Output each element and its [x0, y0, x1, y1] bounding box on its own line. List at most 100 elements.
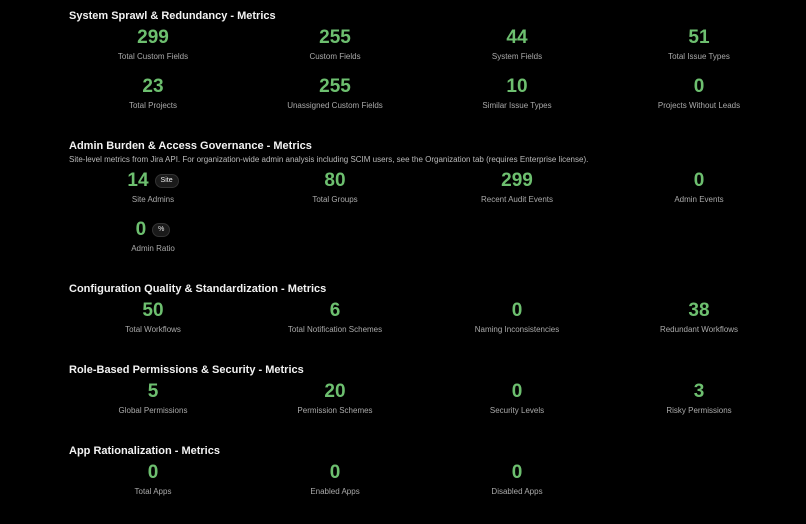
metrics-section: App Rationalization - Metrics 0 Total Apps…: [0, 443, 806, 510]
metrics-grid: 0 Total Apps 0 Enabled Apps 0 Disabled Apps: [62, 461, 806, 510]
metric-value: 0: [511, 381, 523, 402]
metric-value: 0: [135, 219, 147, 240]
metrics-section: Role-Based Permissions & Security - Metr…: [0, 362, 806, 429]
metrics-grid: 14 Site Site Admins 80 Total Groups 299 Recent…: [62, 169, 806, 267]
metric-label: Total Workflows: [125, 325, 181, 334]
metric-value: 3: [693, 381, 705, 402]
metric-value: 50: [142, 300, 164, 321]
metric-card: 255 Unassigned Custom Fields: [244, 75, 426, 124]
metric-value-wrap: 44: [506, 26, 527, 50]
metric-card: 44 System Fields: [426, 26, 608, 75]
section-title: App Rationalization - Metrics: [69, 445, 220, 457]
metric-card: 0 Projects Without Leads: [608, 75, 790, 124]
metric-label: Disabled Apps: [491, 487, 543, 496]
metric-label: Naming Inconsistencies: [474, 325, 560, 334]
metric-card: 3 Risky Permissions: [608, 380, 790, 429]
metric-label: Admin Ratio: [131, 244, 175, 253]
metric-badge: %: [152, 223, 171, 237]
metric-card: 38 Redundant Workflows: [608, 299, 790, 348]
metric-label: Total Projects: [128, 101, 178, 110]
metric-value: 299: [501, 170, 533, 191]
metric-label: Total Apps: [134, 487, 172, 496]
section-description: Site-level metrics from Jira API. For or…: [69, 155, 589, 164]
metric-value: 0: [147, 462, 159, 483]
metric-value: 51: [688, 27, 710, 48]
metric-badge: Site: [154, 174, 179, 188]
metrics-grid: 5 Global Permissions 20 Permission Schemes 0…: [62, 380, 806, 429]
metric-value-wrap: 51: [688, 26, 709, 50]
metrics-section: Configuration Quality & Standardization …: [0, 281, 806, 348]
metric-label: Security Levels: [489, 406, 545, 415]
metric-value: 255: [319, 76, 351, 97]
metric-card: 50 Total Workflows: [62, 299, 244, 348]
metric-card: 0 Admin Events: [608, 169, 790, 218]
section-title: Role-Based Permissions & Security - Metr…: [69, 364, 304, 376]
metric-value: 23: [142, 76, 164, 97]
section-title: Configuration Quality & Standardization …: [69, 283, 327, 295]
metric-card: 0 Naming Inconsistencies: [426, 299, 608, 348]
metric-card: 299 Total Custom Fields: [62, 26, 244, 75]
metric-value: 10: [506, 76, 528, 97]
metric-card: 51 Total Issue Types: [608, 26, 790, 75]
metric-label: Total Custom Fields: [117, 52, 189, 61]
metric-card: 20 Permission Schemes: [244, 380, 426, 429]
metric-card: 23 Total Projects: [62, 75, 244, 124]
metric-card: 0% Admin Ratio: [62, 218, 244, 267]
metric-value-wrap: 23: [142, 75, 163, 99]
metric-value: 80: [324, 170, 346, 191]
metric-value-wrap: 0: [694, 169, 705, 193]
metric-label: Recent Audit Events: [480, 195, 554, 204]
metric-value-wrap: 0%: [136, 218, 171, 242]
metric-value-wrap: 299: [137, 26, 169, 50]
metric-value: 0: [693, 76, 705, 97]
metric-value: 20: [324, 381, 346, 402]
metric-value: 299: [137, 27, 169, 48]
metric-value-wrap: 14 Site: [127, 169, 179, 193]
metric-card: 5 Global Permissions: [62, 380, 244, 429]
metric-value: 255: [319, 27, 351, 48]
metric-value-wrap: 0: [148, 461, 159, 485]
metric-card: 255 Custom Fields: [244, 26, 426, 75]
metric-label: Custom Fields: [309, 52, 361, 61]
metric-label: Site Admins: [131, 195, 175, 204]
metrics-grid: 299 Total Custom Fields 255 Custom Fields 44…: [62, 26, 806, 124]
metric-label: Total Issue Types: [668, 52, 730, 61]
metric-card: 14 Site Site Admins: [62, 169, 244, 218]
metric-value-wrap: 6: [330, 299, 341, 323]
metrics-grid: 50 Total Workflows 6 Total Notification Sch…: [62, 299, 806, 348]
metric-value-wrap: 255: [319, 75, 351, 99]
metric-label: Admin Events: [674, 195, 724, 204]
metric-value-wrap: 80: [324, 169, 345, 193]
metric-label: Redundant Workflows: [659, 325, 739, 334]
metric-label: Enabled Apps: [310, 487, 360, 496]
metric-value-wrap: 50: [142, 299, 163, 323]
metric-label: System Fields: [491, 52, 543, 61]
metric-value: 0: [693, 170, 705, 191]
section-title: Admin Burden & Access Governance - Metri…: [69, 140, 312, 152]
metric-label: Total Notification Schemes: [287, 325, 383, 334]
metric-value-wrap: 255: [319, 26, 351, 50]
metric-value-wrap: 3: [694, 380, 705, 404]
metric-card: 0 Enabled Apps: [244, 461, 426, 510]
metric-label: Risky Permissions: [666, 406, 732, 415]
metric-value: 38: [688, 300, 710, 321]
metric-value: 0: [511, 300, 523, 321]
metric-value-wrap: 0: [512, 380, 523, 404]
metric-value: 5: [147, 381, 159, 402]
metric-label: Similar Issue Types: [482, 101, 552, 110]
metric-card: 0 Security Levels: [426, 380, 608, 429]
metric-label: Global Permissions: [118, 406, 188, 415]
metric-label: Unassigned Custom Fields: [287, 101, 383, 110]
metric-value-wrap: 38: [688, 299, 709, 323]
metric-value-wrap: 299: [501, 169, 533, 193]
metric-value-wrap: 0: [512, 461, 523, 485]
section-title: System Sprawl & Redundancy - Metrics: [69, 10, 276, 22]
metric-card: 10 Similar Issue Types: [426, 75, 608, 124]
metric-card: 80 Total Groups: [244, 169, 426, 218]
metric-value: 44: [506, 27, 528, 48]
metrics-section: Admin Burden & Access Governance - Metri…: [0, 138, 806, 267]
metric-value-wrap: 0: [330, 461, 341, 485]
metric-value-wrap: 20: [324, 380, 345, 404]
metrics-section: System Sprawl & Redundancy - Metrics 299 T…: [0, 8, 806, 124]
